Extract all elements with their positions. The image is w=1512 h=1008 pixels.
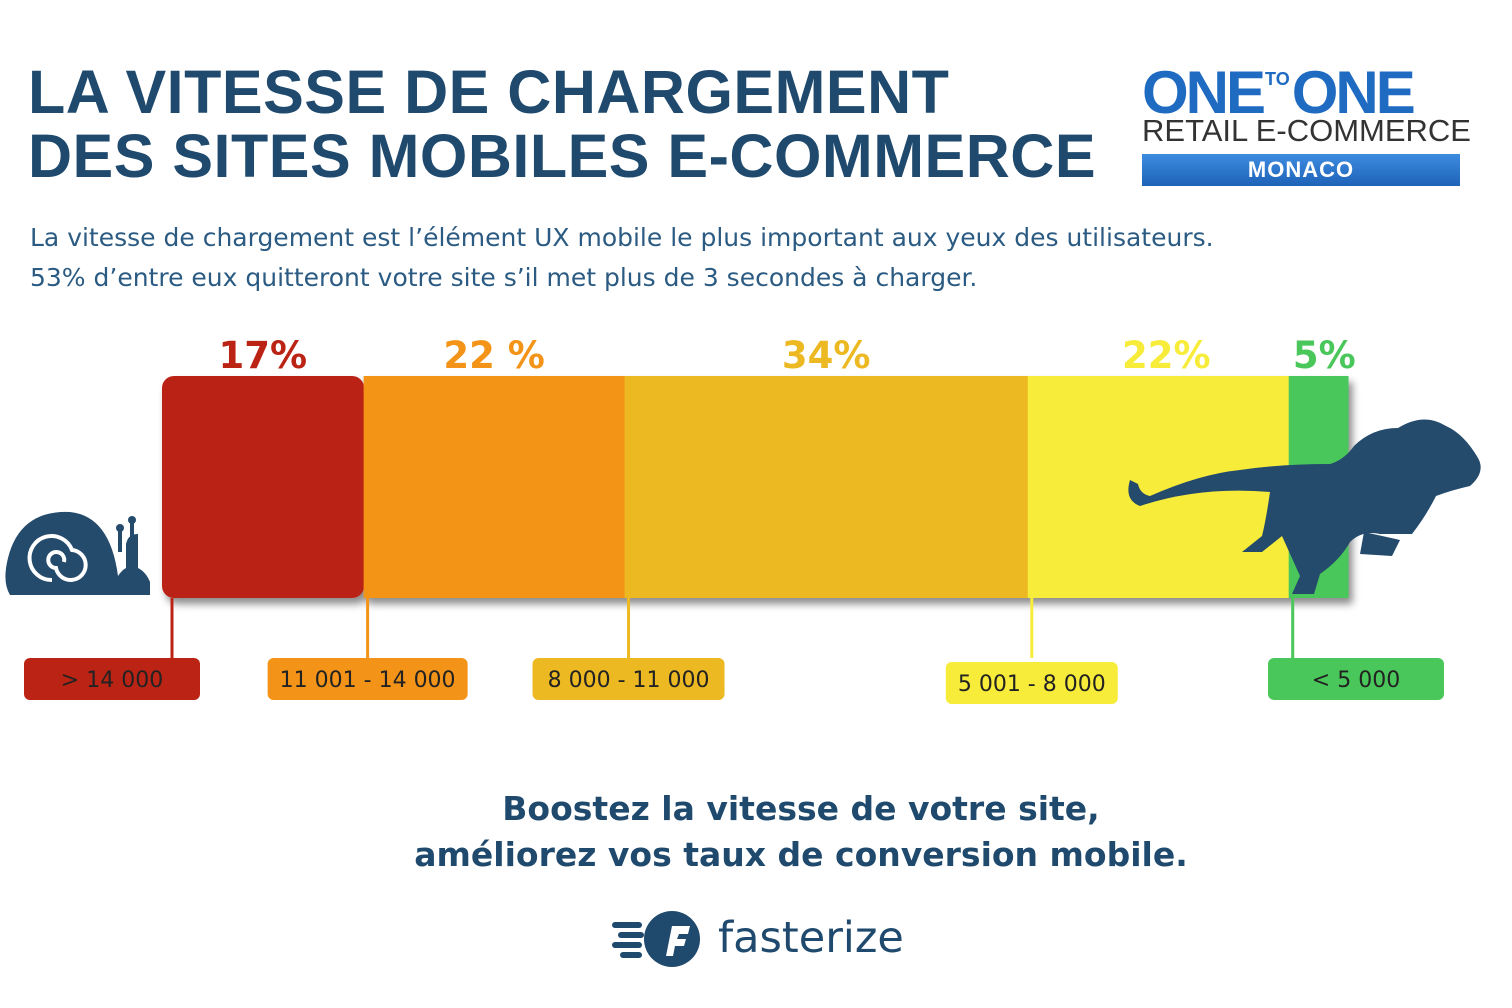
range-label-3: 8 000 - 11 000	[548, 668, 710, 693]
range-label-4: 5 001 - 8 000	[958, 672, 1106, 697]
range-label-box-1	[24, 658, 200, 700]
range-label-2: 11 001 - 14 000	[280, 668, 456, 693]
range-label-5: < 5 000	[1312, 668, 1400, 693]
logo-subline: RETAIL E-COMMERCE	[1142, 113, 1471, 148]
range-label-box-2	[267, 658, 468, 700]
cta-line-2: améliorez vos taux de conversion mobile.	[414, 835, 1188, 874]
range-label-box-5	[1268, 658, 1444, 700]
range-label-1: > 14 000	[61, 668, 163, 693]
one-to-one-logo: ONE TOONE RETAIL E-COMMERCE MONACO	[1142, 48, 1471, 188]
range-label-box-4	[945, 662, 1118, 704]
bar-segment-3	[624, 376, 1029, 598]
speed-distribution-chart: 17% 22 % 34% 22% 5% > 14 000 11 001 - 14 000 8…	[5, 334, 1481, 704]
title-line-2: DES SITES MOBILES E-COMMERCE	[28, 122, 1097, 190]
segment-percentage-2: 22 %	[443, 334, 544, 377]
logo-location-band: MONACO	[1142, 154, 1460, 186]
fasterize-logo-icon	[612, 911, 700, 967]
subtitle: La vitesse de chargement est l’élément U…	[30, 218, 1214, 298]
snail-icon	[5, 511, 150, 595]
call-to-action: Boostez la vitesse de votre site, amélio…	[0, 786, 1512, 878]
fasterize-brand: fasterize	[610, 908, 920, 970]
cta-line-1: Boostez la vitesse de votre site,	[502, 789, 1100, 828]
brand-name: fasterize	[718, 913, 904, 963]
subtitle-line-1: La vitesse de chargement est l’élément U…	[30, 223, 1214, 252]
segment-percentage-3: 34%	[782, 334, 871, 377]
title-line-1: LA VITESSE DE CHARGEMENT	[28, 58, 950, 126]
main-title: LA VITESSE DE CHARGEMENT DES SITES MOBIL…	[28, 60, 1096, 188]
subtitle-line-2: 53% d’entre eux quitteront votre site s’…	[30, 263, 978, 292]
segment-percentage-1: 17%	[219, 334, 308, 377]
lion-icon	[1128, 419, 1481, 594]
bar-segment-1	[162, 376, 365, 598]
range-label-box-3	[532, 658, 725, 700]
bar-segment-2	[363, 376, 626, 598]
segment-percentage-5: 5%	[1293, 334, 1356, 377]
segment-percentage-4: 22%	[1122, 334, 1211, 377]
logo-wordmark: ONE TOONE	[1142, 59, 1416, 126]
